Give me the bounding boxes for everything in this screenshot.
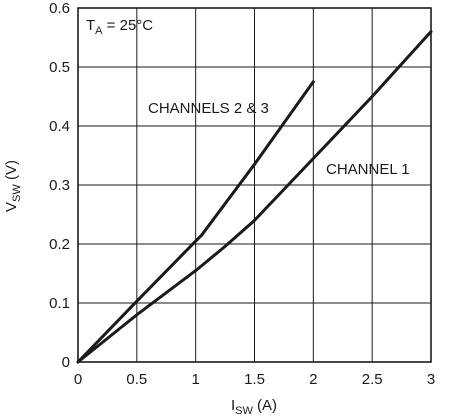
y-tick-label: 0.3 xyxy=(49,177,70,194)
series-label-channel-1: CHANNEL 1 xyxy=(326,161,410,178)
temperature-annotation: TA = 25°C xyxy=(86,17,153,37)
x-axis-label-main: I xyxy=(231,397,235,414)
y-tick-label: 0.5 xyxy=(49,59,70,76)
series-line-channel-1 xyxy=(76,30,433,364)
y-axis-label: VSW (V) xyxy=(3,160,23,212)
annotation-main: T xyxy=(86,17,95,34)
y-axis-label-main: V xyxy=(3,202,20,212)
y-axis-label-sub: SW xyxy=(11,184,23,202)
x-tick-label: 1.5 xyxy=(244,371,265,388)
series-label-channels-2-3: CHANNELS 2 & 3 xyxy=(148,100,269,117)
annotation-rest: = 25°C xyxy=(103,17,154,34)
x-tick-label: 2.5 xyxy=(362,371,383,388)
y-tick-label: 0.4 xyxy=(49,118,70,135)
x-tick-label: 0.5 xyxy=(126,371,147,388)
y-tick-label: 0.1 xyxy=(49,295,70,312)
x-axis-label-sub: SW xyxy=(235,405,253,417)
x-tick-label: 1 xyxy=(191,371,199,388)
x-axis-label: ISW (A) xyxy=(231,397,277,417)
y-tick-labels: 0 0.1 0.2 0.3 0.4 0.5 0.6 xyxy=(49,0,70,371)
x-tick-label: 3 xyxy=(427,371,435,388)
plot-frame xyxy=(77,7,432,363)
x-tick-labels: 0 0.5 1 1.5 2 2.5 3 xyxy=(74,371,435,388)
x-tick-label: 0 xyxy=(74,371,82,388)
y-tick-label: 0.6 xyxy=(49,0,70,17)
x-axis-label-unit: (A) xyxy=(253,397,277,414)
y-axis-label-unit: (V) xyxy=(3,160,20,184)
y-tick-label: 0.2 xyxy=(49,236,70,253)
series-line-channels-2-3 xyxy=(76,80,315,364)
series-layer xyxy=(76,30,433,364)
annotation-sub: A xyxy=(95,25,103,37)
x-tick-label: 2 xyxy=(309,371,317,388)
y-tick-label: 0 xyxy=(62,354,70,371)
